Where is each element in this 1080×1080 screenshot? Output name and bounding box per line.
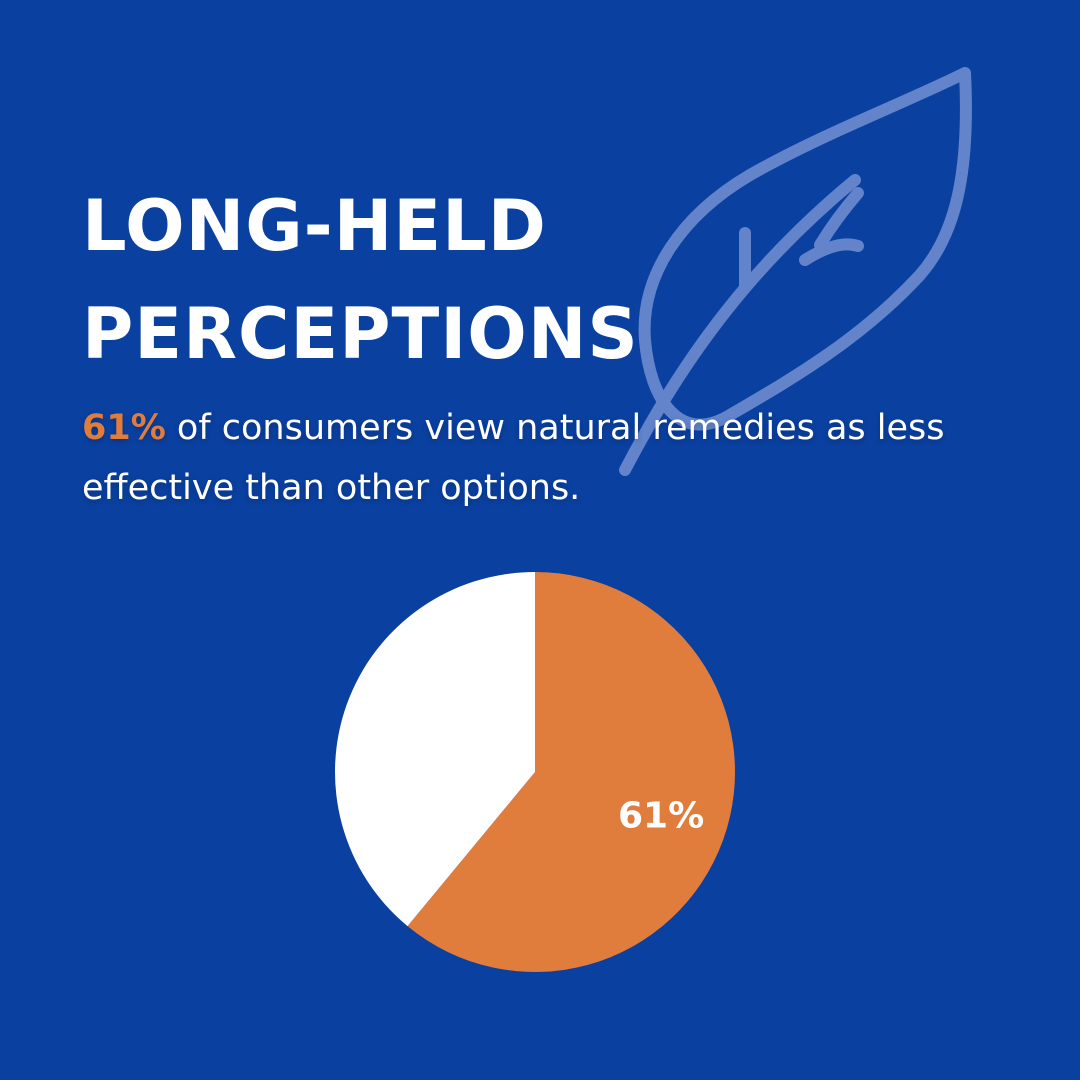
- pie-chart: 61%: [334, 572, 735, 972]
- pie-slice-highlight: [407, 572, 735, 972]
- statement-highlight: 61%: [82, 408, 166, 448]
- statement: 61% of consumers view natural remedies a…: [82, 398, 982, 518]
- statement-text: of consumers view natural remedies as le…: [82, 408, 945, 508]
- headline: LONG-HELD PERCEPTIONS: [82, 172, 639, 388]
- pie-slice-label: 61%: [618, 795, 704, 836]
- headline-line-2: PERCEPTIONS: [82, 293, 639, 375]
- headline-line-1: LONG-HELD: [82, 185, 547, 267]
- pie-slice-remainder: [334, 572, 535, 927]
